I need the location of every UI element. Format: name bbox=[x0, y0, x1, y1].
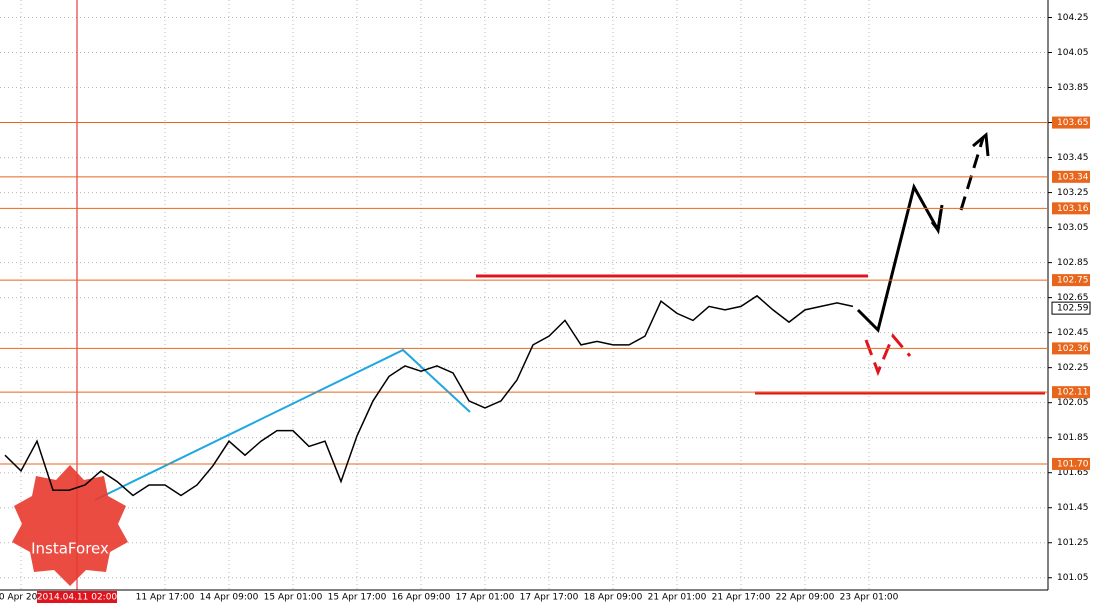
y-tick-label: 103.85 bbox=[1057, 83, 1089, 93]
forecast-arrow bbox=[930, 204, 944, 234]
y-tick-label: 101.85 bbox=[1057, 433, 1089, 443]
level-label: 102.11 bbox=[1057, 388, 1089, 398]
y-tick-label: 102.25 bbox=[1057, 363, 1089, 373]
level-label: 103.16 bbox=[1057, 204, 1089, 214]
alt-arrow bbox=[864, 333, 912, 377]
x-tick-label: 2014.04.11 02:00 bbox=[37, 593, 118, 603]
x-tick-label: 22 Apr 09:00 bbox=[776, 593, 835, 603]
x-tick-label: 18 Apr 09:00 bbox=[584, 593, 643, 603]
x-tick-label: 21 Apr 01:00 bbox=[648, 593, 707, 603]
y-tick-label: 102.05 bbox=[1057, 398, 1089, 408]
y-tick-label: 103.45 bbox=[1057, 153, 1089, 163]
forecast-arrow bbox=[959, 137, 985, 211]
x-tick-label: 23 Apr 01:00 bbox=[840, 593, 899, 603]
x-tick-label: 17 Apr 17:00 bbox=[520, 593, 579, 603]
x-tick-label: 14 Apr 09:00 bbox=[200, 593, 259, 603]
y-tick-label: 102.45 bbox=[1057, 328, 1089, 338]
y-tick-label: 104.05 bbox=[1057, 48, 1089, 58]
level-label: 103.65 bbox=[1057, 118, 1089, 128]
y-tick-label: 103.05 bbox=[1057, 223, 1089, 233]
price-line bbox=[4, 294, 854, 497]
level-label-box bbox=[1052, 342, 1090, 355]
y-tick-label: 101.05 bbox=[1057, 573, 1089, 583]
x-tick-label: 17 Apr 01:00 bbox=[456, 593, 515, 603]
y-tick-label: 101.45 bbox=[1057, 503, 1089, 513]
y-tick-label: 102.85 bbox=[1057, 258, 1089, 268]
logo-badge bbox=[12, 465, 128, 586]
price-label-box bbox=[1051, 301, 1091, 315]
level-label: 103.34 bbox=[1057, 172, 1089, 182]
x-tick-label: 11 Apr 17:00 bbox=[136, 593, 195, 603]
x-tick-label: 15 Apr 17:00 bbox=[328, 593, 387, 603]
x-label-highlight bbox=[37, 591, 117, 603]
x-tick-label: 16 Apr 09:00 bbox=[392, 593, 451, 603]
level-label: 102.75 bbox=[1057, 276, 1089, 286]
price-label: 102.59 bbox=[1057, 304, 1089, 314]
level-label-box bbox=[1052, 274, 1090, 287]
level-label: 101.70 bbox=[1057, 459, 1089, 469]
logo: InstaForex bbox=[12, 465, 128, 586]
level-label-box bbox=[1052, 170, 1090, 183]
level-label-box bbox=[1052, 457, 1090, 470]
y-tick-label: 101.65 bbox=[1057, 468, 1089, 478]
trend-line bbox=[94, 348, 471, 501]
y-tick-label: 102.65 bbox=[1057, 293, 1089, 303]
y-tick-label: 103.25 bbox=[1057, 188, 1089, 198]
y-tick-label: 104.25 bbox=[1057, 13, 1089, 23]
logo-text: InstaForex bbox=[31, 540, 109, 558]
x-tick-label: 15 Apr 01:00 bbox=[264, 593, 323, 603]
level-label-box bbox=[1052, 202, 1090, 215]
level-label-box bbox=[1052, 116, 1090, 129]
y-tick-label: 101.25 bbox=[1057, 538, 1089, 548]
forecast-arrow bbox=[972, 132, 990, 157]
level-label: 102.36 bbox=[1057, 344, 1089, 354]
x-tick-label: 10 Apr 2014 bbox=[0, 593, 49, 603]
x-tick-label: 21 Apr 17:00 bbox=[712, 593, 771, 603]
level-label-box bbox=[1052, 386, 1090, 399]
